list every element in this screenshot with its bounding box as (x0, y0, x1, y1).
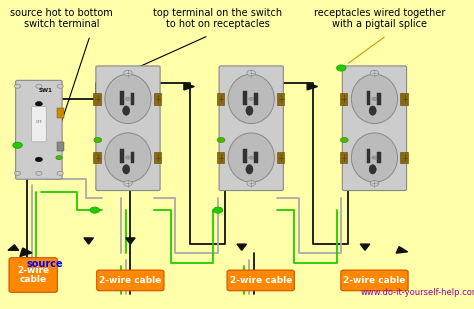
Bar (367, 91, 370, 105)
Bar (277, 152, 284, 163)
Text: www.do-it-yourself-help.com: www.do-it-yourself-help.com (360, 288, 474, 297)
Bar (401, 93, 408, 105)
Circle shape (370, 70, 379, 76)
FancyBboxPatch shape (9, 258, 57, 292)
Bar (244, 91, 247, 105)
Ellipse shape (123, 165, 130, 174)
Ellipse shape (246, 106, 253, 115)
Circle shape (249, 156, 254, 159)
Bar (340, 93, 347, 105)
Bar (93, 93, 100, 105)
FancyBboxPatch shape (96, 66, 160, 191)
Bar (340, 152, 347, 163)
Circle shape (340, 138, 348, 142)
Circle shape (126, 97, 130, 100)
Bar (217, 152, 224, 163)
Bar (57, 108, 64, 118)
Polygon shape (84, 238, 93, 244)
FancyBboxPatch shape (31, 107, 46, 142)
Bar (217, 93, 224, 105)
Text: top terminal on the switch
to hot on receptacles: top terminal on the switch to hot on rec… (154, 8, 283, 29)
Circle shape (36, 84, 42, 88)
Polygon shape (396, 247, 408, 253)
Bar (254, 152, 257, 163)
Bar (367, 149, 370, 163)
Polygon shape (8, 245, 18, 250)
Circle shape (124, 70, 132, 76)
FancyBboxPatch shape (342, 66, 407, 191)
Ellipse shape (351, 74, 398, 124)
FancyBboxPatch shape (227, 270, 294, 291)
FancyBboxPatch shape (341, 270, 408, 291)
Circle shape (90, 207, 100, 213)
Circle shape (372, 97, 377, 100)
Ellipse shape (105, 133, 151, 182)
Circle shape (247, 70, 255, 76)
Text: source: source (26, 259, 63, 269)
Bar (254, 93, 257, 105)
Ellipse shape (105, 74, 151, 124)
Text: receptacles wired together
with a pigtail splice: receptacles wired together with a pigtai… (313, 8, 445, 29)
Circle shape (370, 181, 379, 186)
Polygon shape (237, 244, 246, 250)
FancyBboxPatch shape (97, 270, 164, 291)
Circle shape (36, 171, 42, 176)
Circle shape (94, 138, 101, 142)
Bar (131, 152, 135, 163)
Polygon shape (249, 284, 258, 290)
Circle shape (14, 171, 21, 176)
Polygon shape (360, 244, 370, 250)
Polygon shape (126, 238, 135, 244)
Bar (93, 152, 100, 163)
Circle shape (57, 171, 64, 176)
Bar (277, 93, 284, 105)
Ellipse shape (369, 106, 376, 115)
Bar (120, 91, 124, 105)
Bar (154, 93, 161, 105)
Polygon shape (184, 83, 194, 90)
Polygon shape (22, 258, 32, 264)
Text: 2-wire cable: 2-wire cable (99, 276, 162, 285)
Circle shape (217, 138, 225, 142)
Text: 2-wire
cable: 2-wire cable (17, 266, 49, 284)
Bar (244, 149, 247, 163)
Text: 2-wire cable: 2-wire cable (343, 276, 406, 285)
Polygon shape (307, 83, 318, 90)
Circle shape (124, 181, 132, 186)
Circle shape (14, 84, 21, 88)
Circle shape (337, 65, 346, 71)
FancyBboxPatch shape (16, 80, 62, 179)
Circle shape (247, 181, 255, 186)
Ellipse shape (228, 133, 274, 182)
Bar (401, 152, 408, 163)
Polygon shape (20, 248, 32, 256)
Ellipse shape (369, 165, 376, 174)
Circle shape (13, 142, 22, 148)
Circle shape (35, 157, 43, 162)
Text: 2-wire cable: 2-wire cable (229, 276, 292, 285)
Bar (131, 93, 135, 105)
Circle shape (126, 156, 130, 159)
Ellipse shape (351, 133, 398, 182)
Circle shape (57, 84, 64, 88)
Circle shape (35, 101, 43, 106)
Bar (120, 149, 124, 163)
Circle shape (372, 156, 377, 159)
Ellipse shape (246, 165, 253, 174)
Bar (154, 152, 161, 163)
Ellipse shape (228, 74, 274, 124)
FancyBboxPatch shape (219, 66, 283, 191)
Bar (57, 142, 64, 151)
Circle shape (213, 207, 223, 213)
Polygon shape (126, 284, 135, 290)
Ellipse shape (123, 106, 130, 115)
Text: OFF: OFF (36, 121, 42, 124)
Circle shape (56, 156, 62, 159)
Bar (377, 152, 381, 163)
Bar (377, 93, 381, 105)
Text: source hot to bottom
switch terminal: source hot to bottom switch terminal (10, 8, 113, 29)
Text: SW1: SW1 (39, 88, 53, 93)
Circle shape (249, 97, 254, 100)
